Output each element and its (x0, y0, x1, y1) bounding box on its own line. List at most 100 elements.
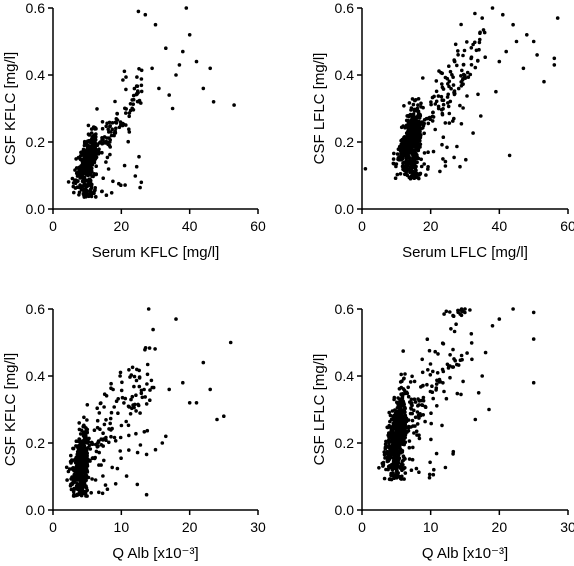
data-point (112, 405, 116, 409)
y-tick-label: 0.4 (26, 368, 46, 384)
data-point (459, 392, 463, 397)
data-point (431, 396, 436, 401)
data-point (388, 436, 392, 440)
data-point (407, 457, 412, 461)
data-point (430, 119, 435, 123)
data-point (75, 174, 80, 178)
data-point (101, 138, 105, 142)
data-point (384, 439, 388, 444)
data-point (448, 69, 453, 74)
data-point (443, 121, 448, 125)
x-tick-label: 20 (182, 519, 198, 535)
y-axis-title: CSF LFLC [mg/l] (311, 354, 328, 466)
data-point (442, 389, 446, 394)
data-point (399, 410, 404, 415)
data-point (385, 451, 390, 456)
data-point (128, 375, 132, 379)
data-point (84, 478, 88, 483)
data-point (410, 457, 415, 462)
data-point (419, 157, 424, 162)
x-tick-label: 30 (250, 519, 266, 535)
data-points (64, 307, 233, 498)
data-point (478, 30, 482, 35)
data-point (208, 387, 212, 392)
data-point (122, 401, 126, 405)
data-point (433, 102, 438, 106)
data-point (74, 487, 78, 491)
data-point (490, 324, 495, 328)
data-point (83, 453, 87, 458)
data-point (417, 399, 422, 403)
data-point (82, 175, 87, 180)
data-point (84, 189, 89, 194)
data-point (395, 455, 399, 460)
data-point (403, 466, 407, 470)
data-point (87, 436, 91, 441)
data-point (406, 148, 410, 152)
data-point (101, 474, 105, 478)
data-point (119, 388, 124, 393)
panel-qalb-lflc: 0 10 20 30 0.0 0.2 0.4 0.6 Q Alb [x10⁻³] CSF LFLC… (311, 301, 574, 562)
y-tick-label: 0.4 (335, 368, 355, 384)
data-point (102, 458, 106, 463)
data-point (461, 106, 465, 110)
data-point (381, 460, 386, 465)
data-point (100, 126, 105, 131)
data-point (406, 140, 411, 145)
data-point (97, 490, 101, 495)
x-tick-label: 60 (250, 218, 266, 234)
data-point (391, 424, 395, 429)
data-point (402, 139, 407, 144)
panel-qalb-kflc: 0 10 20 30 0.0 0.2 0.4 0.6 Q Alb [x10⁻³] CSF KFLC… (2, 301, 266, 562)
data-point (459, 122, 464, 126)
data-point (127, 433, 131, 438)
data-point (402, 376, 406, 381)
data-point (138, 443, 143, 447)
data-point (438, 169, 442, 174)
data-point (113, 439, 118, 443)
data-point (105, 141, 110, 145)
data-point (84, 494, 88, 498)
y-tick-label: 0.0 (335, 201, 355, 217)
data-point (459, 74, 463, 78)
data-point (112, 133, 116, 138)
data-point (105, 155, 110, 160)
data-point (401, 458, 406, 463)
data-point (433, 349, 438, 354)
data-point (410, 374, 414, 379)
data-point (402, 477, 406, 481)
data-point (96, 440, 101, 444)
data-point (211, 100, 216, 104)
data-point (215, 417, 219, 422)
data-point (410, 144, 415, 148)
data-point (135, 482, 140, 487)
data-point (85, 146, 90, 150)
data-point (389, 471, 394, 476)
data-point (447, 79, 452, 84)
data-point (408, 167, 413, 172)
data-point (440, 111, 445, 116)
x-tick-label: 0 (358, 519, 366, 535)
data-point (120, 380, 124, 385)
data-point (392, 395, 397, 400)
data-point (494, 89, 498, 94)
data-point (87, 194, 91, 199)
data-point (97, 450, 101, 455)
data-point (401, 349, 406, 353)
data-point (473, 11, 477, 16)
data-point (531, 39, 536, 44)
data-point (417, 436, 422, 441)
y-tick-label: 0.4 (26, 67, 46, 83)
data-point (83, 467, 88, 472)
data-point (395, 152, 400, 156)
data-point (404, 168, 408, 172)
data-point (411, 152, 416, 157)
data-point (413, 400, 418, 404)
data-point (403, 410, 407, 415)
data-point (123, 396, 128, 401)
data-point (86, 183, 91, 188)
y-tick-label: 0.2 (335, 435, 355, 451)
data-point (403, 405, 407, 410)
data-point (403, 172, 407, 177)
data-point (386, 467, 390, 472)
